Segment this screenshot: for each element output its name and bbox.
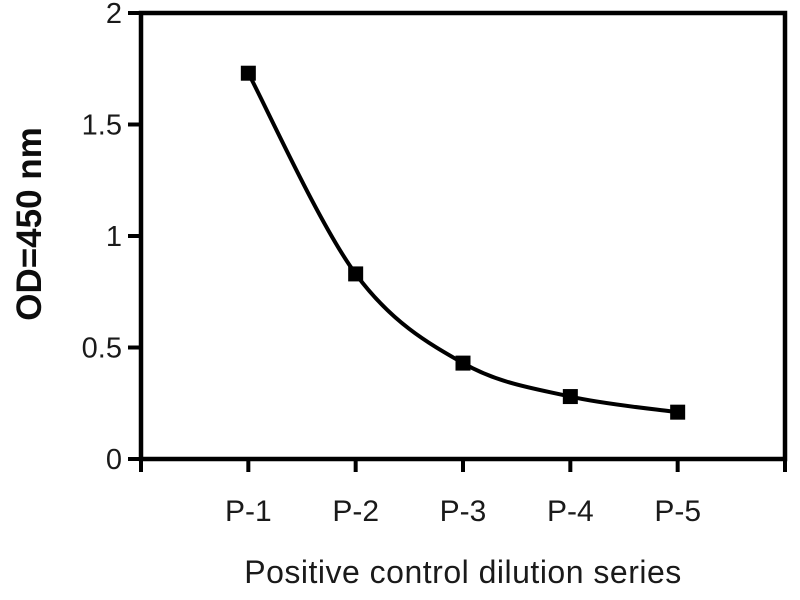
- data-point-P-4: [562, 389, 578, 405]
- data-point-P-1: [240, 65, 256, 81]
- plot-frame: [138, 10, 788, 462]
- data-point-P-5: [670, 404, 686, 420]
- y-tick-label: 1: [106, 221, 122, 253]
- data-curve: [246, 72, 678, 415]
- y-tick-label: 2: [106, 0, 122, 30]
- y-tick-label: 1.5: [82, 110, 122, 142]
- y-tick-label: 0: [106, 444, 122, 476]
- x-tick-label: P-4: [547, 495, 594, 528]
- x-tick-label: P-3: [440, 495, 487, 528]
- y-tick-label: 0.5: [82, 333, 122, 365]
- x-tick-label: P-2: [332, 495, 379, 528]
- x-axis-title: Positive control dilution series: [244, 554, 682, 590]
- data-point-P-2: [348, 266, 364, 282]
- y-axis-title: OD=450 nm: [10, 127, 49, 321]
- x-tick-label: P-5: [654, 495, 701, 528]
- x-tick-label: P-1: [225, 495, 272, 528]
- data-point-P-3: [455, 355, 471, 371]
